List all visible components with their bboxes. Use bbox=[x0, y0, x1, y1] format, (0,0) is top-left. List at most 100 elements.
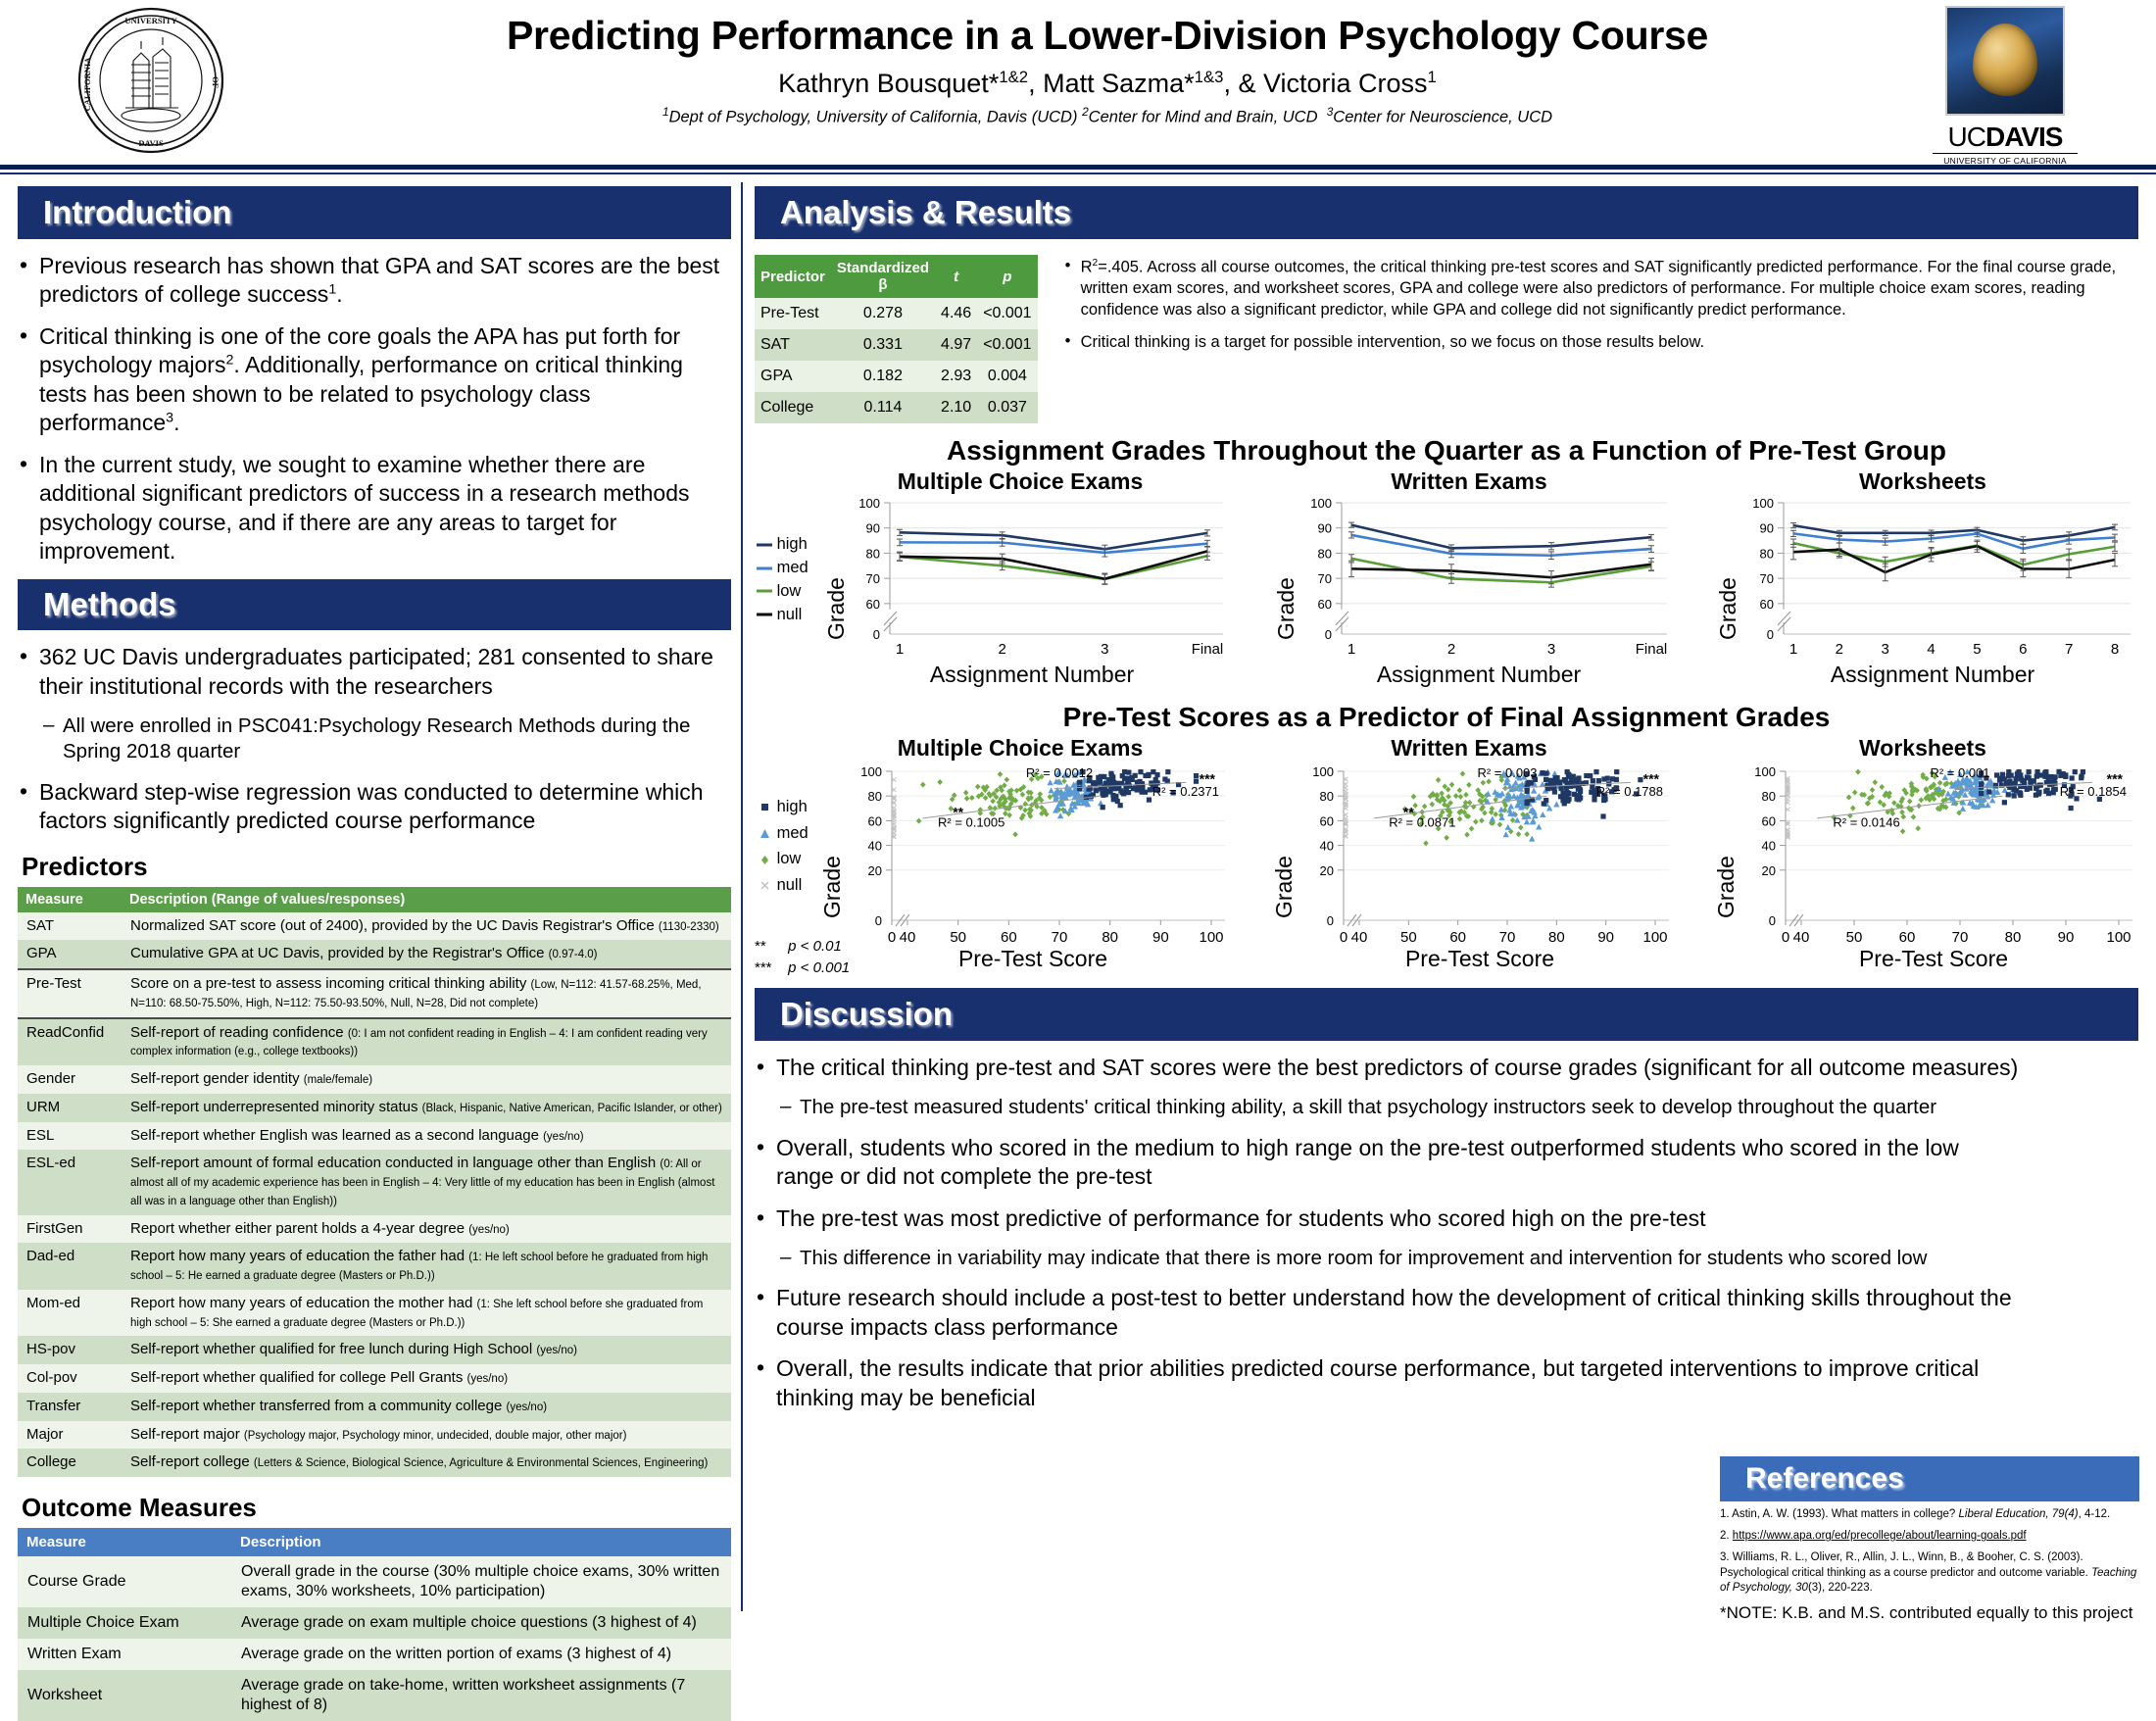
reference-item[interactable]: 1. Astin, A. W. (1993). What matters in … bbox=[1720, 1508, 2111, 1520]
header-rule-thin bbox=[0, 172, 2156, 174]
svg-text:7: 7 bbox=[2065, 641, 2073, 658]
svg-text:80: 80 bbox=[1318, 546, 1332, 561]
svg-text:100: 100 bbox=[858, 496, 880, 511]
introduction-bullets: Previous research has shown that GPA and… bbox=[18, 251, 731, 566]
svg-text:60: 60 bbox=[1762, 813, 1776, 828]
svg-text:**: ** bbox=[953, 805, 963, 820]
cell-measure: Multiple Choice Exam bbox=[18, 1607, 231, 1640]
svg-text:50: 50 bbox=[1846, 929, 1863, 946]
list-item: In the current study, we sought to exami… bbox=[18, 450, 731, 566]
column-header: Description (Range of values/responses) bbox=[122, 886, 731, 912]
reference-item[interactable]: 2. https://www.apa.org/ed/precollege/abo… bbox=[1720, 1530, 2027, 1543]
right-column: Analysis & Results Predictor Standardized… bbox=[755, 186, 2138, 1425]
svg-text:40: 40 bbox=[868, 839, 882, 854]
cell-measure: Col-pov bbox=[18, 1364, 122, 1393]
list-item: Previous research has shown that GPA and… bbox=[18, 251, 731, 310]
table-header-row: Measure Description bbox=[18, 1528, 731, 1557]
line-plot-canvas: 100 90 80 70 60 0 1 2 3 Final bbox=[858, 496, 1224, 658]
section-header-introduction: Introduction bbox=[18, 186, 731, 239]
svg-text:20: 20 bbox=[1762, 863, 1776, 878]
page-title: Predicting Performance in a Lower-Divisi… bbox=[507, 13, 1708, 58]
list-item: The critical thinking pre-test and SAT s… bbox=[755, 1053, 2019, 1082]
chart-multiple-choice-line: Multiple Choice Exams Grade 100 90 80 70 60 0… bbox=[809, 468, 1231, 688]
svg-text:60: 60 bbox=[1449, 929, 1466, 946]
legend-item-med: med bbox=[759, 820, 808, 847]
svg-text:70: 70 bbox=[1952, 929, 1969, 946]
affiliations: 1Dept of Psychology, University of Calif… bbox=[662, 105, 1553, 126]
svg-text:60: 60 bbox=[1760, 597, 1774, 612]
cell-description: Overall grade in the course (30% multipl… bbox=[231, 1556, 731, 1608]
table-row: ReadConfid Self-report of reading confide… bbox=[18, 1016, 731, 1066]
svg-text:70: 70 bbox=[1760, 571, 1774, 586]
outcome-measures-table: Measure Description Course Grade Overall g… bbox=[18, 1528, 731, 1721]
reference-item[interactable]: 3. Williams, R. L., Oliver, R., Allin, J… bbox=[1720, 1551, 2137, 1594]
svg-text:***: *** bbox=[2107, 771, 2124, 787]
cell-description: Self-report underrepresented minority st… bbox=[122, 1093, 731, 1122]
cell-description: Score on a pre-test to assess incoming c… bbox=[122, 968, 731, 1018]
cell-p: <0.001 bbox=[977, 298, 1038, 329]
svg-text:4: 4 bbox=[1927, 641, 1935, 658]
section-header-methods: Methods bbox=[18, 579, 731, 631]
cell-description: Average grade on exam multiple choice qu… bbox=[231, 1607, 731, 1640]
svg-text:100: 100 bbox=[860, 764, 882, 779]
svg-text:6: 6 bbox=[2019, 641, 2027, 658]
cell-measure: Major bbox=[18, 1420, 122, 1450]
svg-text:0: 0 bbox=[875, 913, 882, 928]
table-header-row: Measure Description (Range of values/resp… bbox=[18, 886, 731, 912]
significance-item: ** p < 0.01 bbox=[755, 938, 842, 955]
predictors-table-title: Predictors bbox=[22, 851, 148, 881]
svg-text:50: 50 bbox=[950, 929, 966, 946]
chart-subtitle: Multiple Choice Exams bbox=[897, 735, 1144, 761]
svg-text:40: 40 bbox=[900, 929, 916, 946]
line-charts-row: high med low null Multiple Choice Exams … bbox=[755, 468, 2138, 688]
legend-item-null: null bbox=[759, 872, 808, 899]
list-item: This difference in variability may indic… bbox=[755, 1245, 2019, 1271]
list-item: Critical thinking is one of the core goa… bbox=[18, 321, 731, 438]
chart-subtitle: Written Exams bbox=[1391, 735, 1547, 761]
svg-text:R² = 0.0146: R² = 0.0146 bbox=[1833, 815, 1899, 830]
cell-measure: ReadConfid bbox=[18, 1016, 122, 1066]
table-row: College Self-report college (Letters & Sc… bbox=[18, 1449, 731, 1478]
svg-text:1: 1 bbox=[1789, 641, 1797, 658]
list-item: The pre-test measured students' critical… bbox=[755, 1094, 2019, 1120]
svg-text:0: 0 bbox=[888, 929, 896, 946]
y-axis-label: Grade bbox=[819, 856, 845, 918]
cell-description: Self-report of reading confidence (0: I … bbox=[122, 1016, 731, 1066]
svg-text:R² = 0.003: R² = 0.003 bbox=[1477, 765, 1537, 780]
analysis-title: Analysis & Results bbox=[780, 194, 1072, 230]
table-row: Dad-ed Report how many years of education… bbox=[18, 1243, 731, 1290]
svg-text:80: 80 bbox=[1102, 929, 1118, 946]
contribution-note: *NOTE: K.B. and M.S. contributed equally… bbox=[1720, 1602, 2133, 1622]
svg-text:60: 60 bbox=[1318, 597, 1332, 612]
svg-text:0: 0 bbox=[1769, 913, 1776, 928]
svg-text:70: 70 bbox=[1318, 571, 1332, 586]
svg-text:Final: Final bbox=[1192, 641, 1224, 658]
column-header: Measure bbox=[18, 886, 122, 912]
column-header: t bbox=[935, 255, 978, 298]
column-divider bbox=[741, 182, 743, 1611]
list-item: The pre-test was most predictive of perf… bbox=[755, 1204, 2019, 1233]
header-rule-thick bbox=[0, 165, 2156, 170]
section-header-analysis: Analysis & Results bbox=[755, 186, 2138, 239]
y-axis-label: Grade bbox=[1713, 856, 1739, 918]
table-row: Multiple Choice Exam Average grade on exa… bbox=[18, 1607, 731, 1640]
svg-text:3: 3 bbox=[1882, 641, 1889, 658]
table-row: GPA 0.182 2.93 0.004 bbox=[755, 361, 1038, 392]
legend-item-high: high bbox=[759, 794, 808, 820]
svg-text:***: *** bbox=[1643, 771, 1660, 787]
references-title: References bbox=[1745, 1462, 1904, 1495]
cell-description: Average grade on take-home, written work… bbox=[231, 1670, 731, 1721]
cell-predictor: College bbox=[755, 392, 831, 423]
chart-worksheets-scatter: Worksheets Grade 20 40 60 80 100 0 0 40 50 60 70 80… bbox=[1707, 735, 2138, 972]
poster-header: UNIVERSITY DAVIS CALIFORNIA OF Predictin… bbox=[0, 0, 2156, 169]
table-row: ESL-ed Self-report amount of formal educa… bbox=[18, 1150, 731, 1215]
svg-text:60: 60 bbox=[866, 597, 880, 612]
cell-description: Normalized SAT score (out of 2400), prov… bbox=[122, 911, 731, 941]
scatter-chart-legend: high med low null bbox=[759, 794, 808, 899]
legend-item-low: low bbox=[757, 581, 802, 600]
column-header: Predictor bbox=[755, 255, 831, 298]
y-axis-label: Grade bbox=[823, 577, 849, 640]
cell-measure: HS-pov bbox=[18, 1336, 122, 1365]
